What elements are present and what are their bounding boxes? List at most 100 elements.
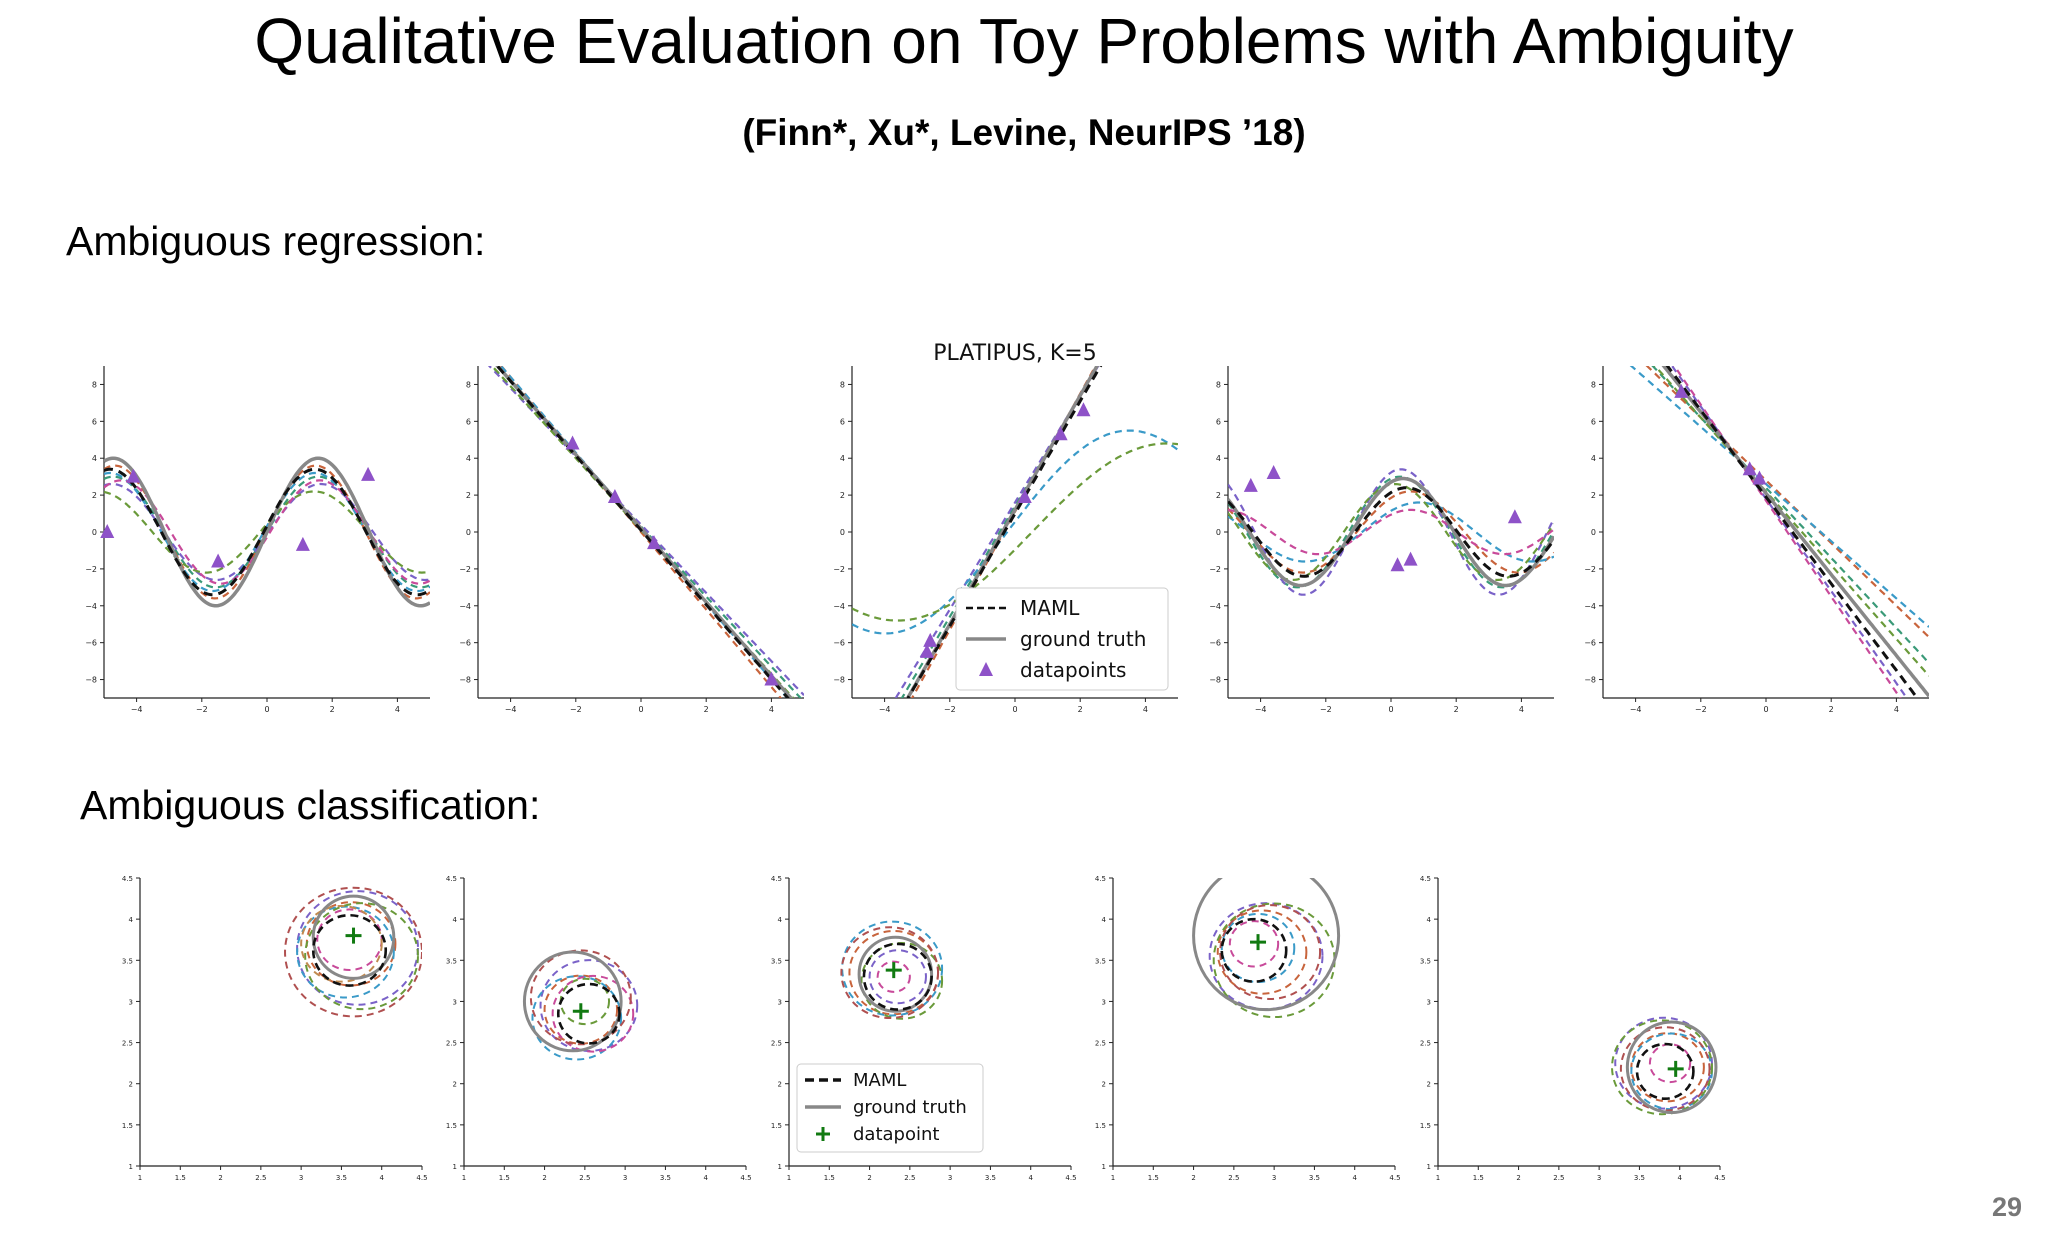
datapoint-triangle <box>211 553 226 568</box>
y-tick-label: −8 <box>1584 676 1596 685</box>
sample-boundary <box>543 974 619 1045</box>
x-tick-label: 4 <box>703 1174 708 1182</box>
y-tick-label: 4 <box>1102 916 1107 924</box>
datapoint-plus <box>885 962 902 979</box>
datapoint-triangle <box>1507 509 1522 524</box>
y-tick-label: 0 <box>466 528 471 537</box>
datapoint-triangle <box>361 466 376 481</box>
sample-boundary <box>551 974 635 1053</box>
y-tick-label: 1 <box>453 1163 457 1171</box>
x-tick-label: 0 <box>264 705 269 714</box>
y-tick-label: −2 <box>1584 565 1596 574</box>
y-tick-label: 3.5 <box>771 957 782 965</box>
plot-area <box>1611 1016 1718 1116</box>
y-tick-label: 4 <box>1216 454 1221 463</box>
legend: MAML ground truth datapoints <box>955 587 1169 691</box>
y-tick-label: −8 <box>459 676 471 685</box>
y-tick-label: 2 <box>466 491 471 500</box>
sample-curve <box>894 366 1100 698</box>
section-regression-heading: Ambiguous regression: <box>66 218 486 264</box>
y-tick-label: −2 <box>833 565 845 574</box>
y-tick-label: 8 <box>1216 380 1221 389</box>
y-tick-label: 1.5 <box>771 1122 782 1130</box>
datapoint-plus <box>1667 1060 1684 1077</box>
x-tick-label: 0 <box>1388 705 1393 714</box>
x-tick-label: 2.5 <box>255 1174 266 1182</box>
y-tick-label: 3.5 <box>1420 957 1431 965</box>
y-tick-label: 4.5 <box>1420 875 1431 883</box>
ground-truth-boundary <box>522 950 623 1053</box>
datapoint-triangle <box>1403 551 1418 566</box>
y-tick-label: 1 <box>778 1163 782 1171</box>
y-tick-label: −6 <box>85 639 97 648</box>
x-tick-label: 2 <box>330 705 335 714</box>
x-tick-label: 2 <box>1516 1174 1520 1182</box>
y-tick-label: −6 <box>1584 639 1596 648</box>
x-tick-label: 1.5 <box>175 1174 186 1182</box>
datapoint-triangle <box>1243 477 1258 492</box>
x-tick-label: −2 <box>196 705 208 714</box>
datapoint-plus <box>345 927 362 944</box>
y-tick-label: 4 <box>129 916 134 924</box>
y-tick-label: 0 <box>840 528 845 537</box>
sample-curve <box>104 471 430 593</box>
y-tick-label: 2.5 <box>446 1040 457 1048</box>
datapoint-triangle <box>919 643 934 658</box>
y-tick-label: −2 <box>85 565 97 574</box>
y-tick-label: 4 <box>778 916 783 924</box>
sample-curve <box>1673 366 1902 698</box>
x-tick-label: 3 <box>299 1174 303 1182</box>
y-tick-label: 1.5 <box>1095 1122 1106 1130</box>
maml-curve <box>104 467 430 597</box>
datapoint-plus <box>1250 934 1267 951</box>
datapoint-triangle <box>1390 557 1405 572</box>
x-tick-label: 2.5 <box>579 1174 590 1182</box>
sample-boundary <box>1216 909 1308 995</box>
y-tick-label: 8 <box>1591 380 1596 389</box>
regression-panel-2: −4 −2 0 2 4 −8 −6 −4 −2 0 2 4 6 8 <box>459 366 804 714</box>
x-tick-label: 4 <box>395 705 400 714</box>
y-tick-label: 4.5 <box>122 875 133 883</box>
sample-boundary <box>841 920 944 1017</box>
legend-box <box>955 587 1169 691</box>
y-tick-label: 3 <box>129 998 133 1006</box>
x-tick-label: 3.5 <box>985 1174 996 1182</box>
datapoint-triangle <box>607 488 622 503</box>
datapoint-triangle <box>1017 488 1032 503</box>
y-tick-label: 2 <box>1102 1081 1106 1089</box>
x-tick-label: 0 <box>1012 705 1017 714</box>
y-tick-label: 1 <box>1102 1163 1106 1171</box>
y-tick-label: 3.5 <box>1095 957 1106 965</box>
datapoint-triangle <box>1752 470 1767 485</box>
x-tick-label: 4 <box>1143 705 1148 714</box>
x-tick-label: 3 <box>948 1174 952 1182</box>
y-tick-label: 3 <box>1102 998 1106 1006</box>
sample-curve <box>1645 366 1929 638</box>
x-tick-label: 2 <box>542 1174 546 1182</box>
y-tick-label: −8 <box>1209 676 1221 685</box>
legend-entry-label: datapoints <box>1020 658 1126 682</box>
y-tick-label: 1 <box>129 1163 133 1171</box>
x-tick-label: 1.5 <box>824 1174 835 1182</box>
maml-curve <box>1665 366 1920 698</box>
sample-boundary <box>531 975 623 1061</box>
plot-area <box>840 920 944 1020</box>
legend-entry-label: ground truth <box>853 1097 967 1118</box>
x-tick-label: 1 <box>1436 1174 1440 1182</box>
x-tick-label: 2 <box>704 705 709 714</box>
legend-datapoints-swatch <box>979 662 993 676</box>
y-tick-label: 2 <box>1591 491 1596 500</box>
y-tick-label: −4 <box>833 602 845 611</box>
plot-area <box>1228 468 1554 596</box>
sample-curve <box>487 366 804 696</box>
datapoint-triangle <box>565 435 580 450</box>
regression-panel-1: −4 −2 0 2 4 −8 −6 −4 −2 0 2 4 6 8 <box>85 366 430 714</box>
legend: MAML ground truth datapoint <box>796 1063 984 1153</box>
y-tick-label: −2 <box>1209 565 1221 574</box>
plot-area <box>284 886 422 1018</box>
x-tick-label: 4.5 <box>740 1174 751 1182</box>
x-tick-label: 2.5 <box>1553 1174 1564 1182</box>
x-tick-label: 4 <box>1028 1174 1033 1182</box>
y-tick-label: 2 <box>778 1081 782 1089</box>
